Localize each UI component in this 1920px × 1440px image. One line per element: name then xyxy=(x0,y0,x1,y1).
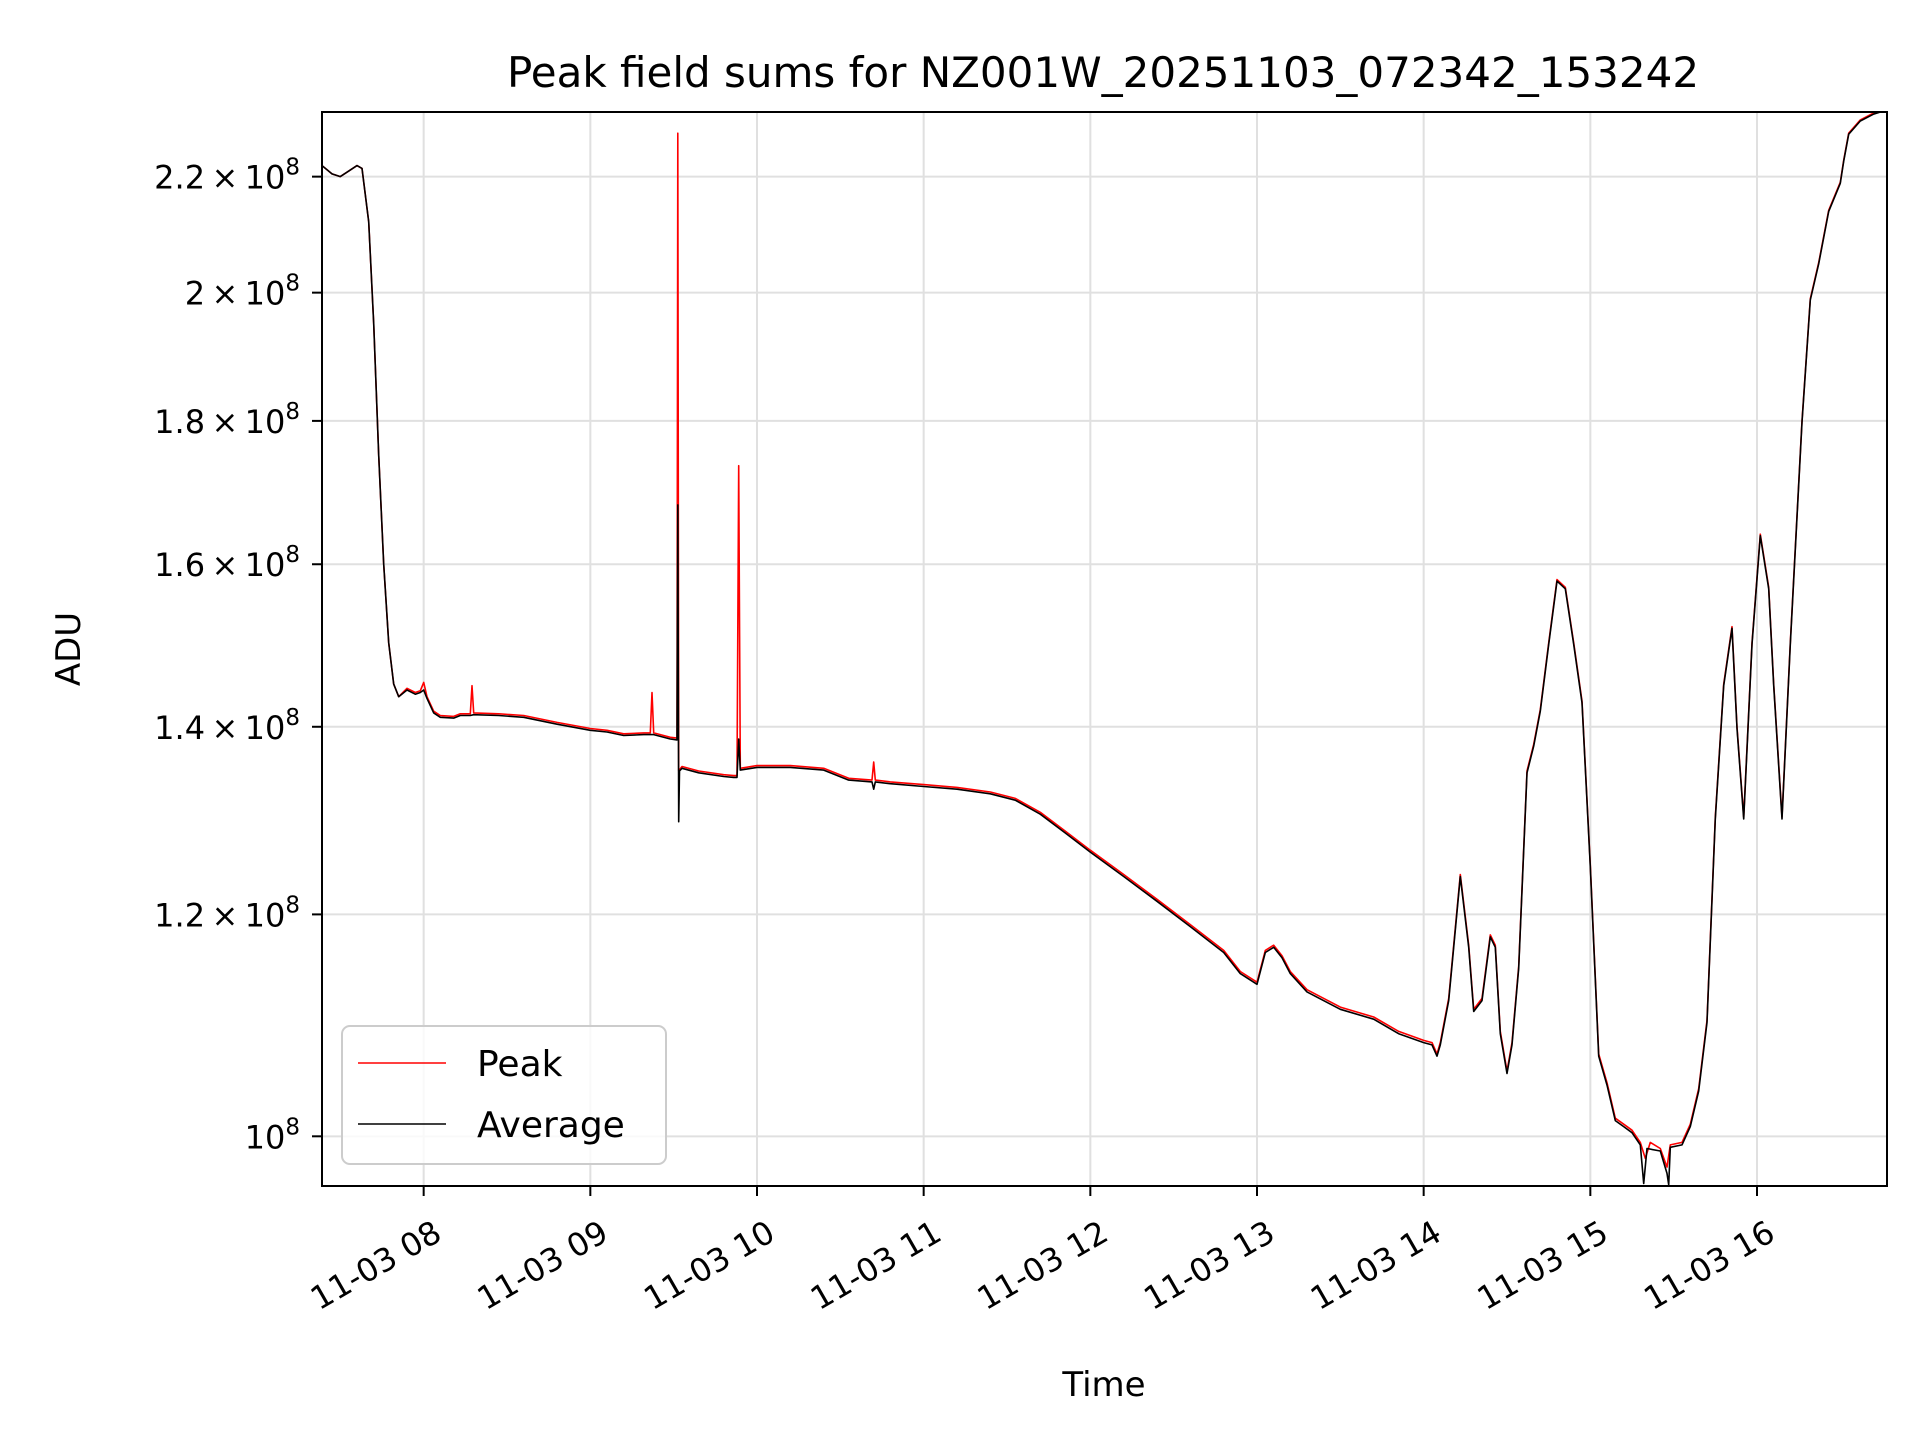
chart-title: Peak field sums for NZ001W_20251103_0723… xyxy=(507,48,1699,97)
grid xyxy=(322,112,1887,1186)
legend-average-label: Average xyxy=(477,1105,625,1146)
y-tick-label: 1.6 × 108 xyxy=(154,542,300,584)
plot-frame xyxy=(321,111,1888,1187)
legend-box xyxy=(341,1025,667,1165)
x-axis-title: Time xyxy=(1061,1365,1145,1405)
legend-peak-label: Peak xyxy=(477,1044,563,1085)
y-tick-label: 1.4 × 108 xyxy=(154,705,300,747)
legend: Peak Average xyxy=(341,1025,667,1165)
y-tick-label: 1.8 × 108 xyxy=(154,399,300,441)
y-tick-label: 2.2 × 108 xyxy=(154,155,300,197)
y-tick-label: 108 xyxy=(245,1114,300,1156)
y-tick-label: 1.2 × 108 xyxy=(154,892,300,934)
series-layer xyxy=(322,112,1884,1186)
y-tick-label: 2 × 108 xyxy=(185,271,300,313)
y-axis-title: ADU xyxy=(49,612,89,686)
y-axis: 108 1.2 × 108 1.4 × 108 1.6 × 108 1.8 × 108 2… xyxy=(154,155,322,1156)
series-average-line xyxy=(322,112,1884,1186)
